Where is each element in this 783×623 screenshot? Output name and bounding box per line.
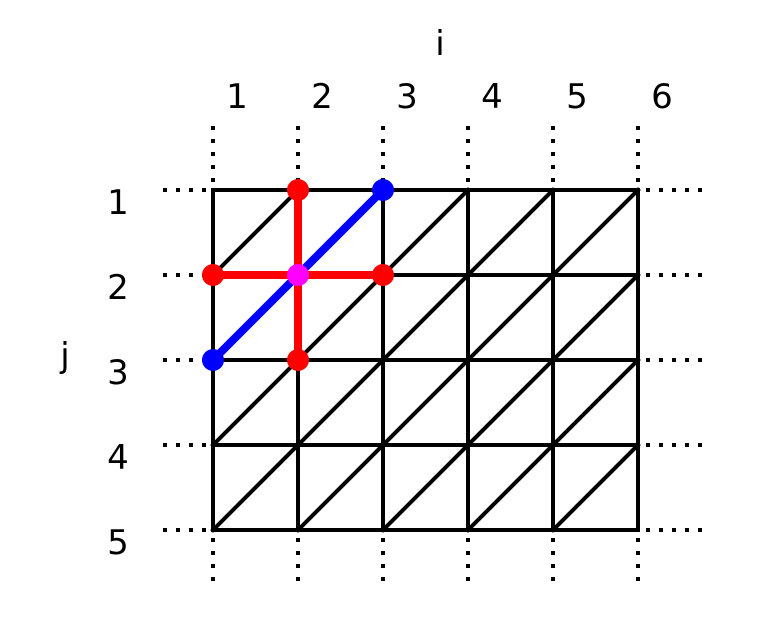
triangular-grid bbox=[210, 187, 641, 533]
stencil-overlay bbox=[202, 179, 394, 371]
j-tick-label: 5 bbox=[107, 523, 129, 563]
center-node bbox=[287, 264, 309, 286]
i-axis-label: i bbox=[435, 24, 444, 64]
grid-diagonal bbox=[550, 442, 641, 533]
i-tick-label: 3 bbox=[396, 77, 418, 117]
i-tick-label: 1 bbox=[226, 77, 248, 117]
grid-diagonal bbox=[380, 442, 471, 533]
i-tick-label: 2 bbox=[311, 77, 333, 117]
i-tick-label: 6 bbox=[651, 77, 673, 117]
red-neighbor-node bbox=[287, 349, 309, 371]
grid-diagonal bbox=[380, 357, 471, 448]
grid-diagonal bbox=[210, 442, 301, 533]
grid-diagonal bbox=[465, 357, 556, 448]
j-tick-label: 2 bbox=[107, 268, 129, 308]
grid-diagonal bbox=[380, 272, 471, 363]
red-neighbor-node bbox=[372, 264, 394, 286]
grid-diagonal bbox=[550, 187, 641, 278]
grid-diagonal bbox=[550, 357, 641, 448]
i-tick-label: 5 bbox=[566, 77, 588, 117]
grid-diagonal bbox=[380, 187, 471, 278]
blue-neighbor-node bbox=[202, 349, 224, 371]
blue-neighbor-node bbox=[372, 179, 394, 201]
red-neighbor-node bbox=[202, 264, 224, 286]
grid-diagonal bbox=[295, 272, 386, 363]
i-tick-label: 4 bbox=[481, 77, 503, 117]
j-tick-label: 4 bbox=[107, 438, 129, 478]
grid-extension-dotted-lines bbox=[163, 126, 705, 584]
grid-diagonal bbox=[210, 357, 301, 448]
grid-diagonal bbox=[210, 187, 301, 278]
grid-diagonal bbox=[465, 187, 556, 278]
red-neighbor-node bbox=[287, 179, 309, 201]
j-tick-labels: 1 2 3 4 5 bbox=[107, 183, 129, 563]
grid-diagonal bbox=[465, 272, 556, 363]
j-tick-label: 3 bbox=[107, 353, 129, 393]
j-tick-label: 1 bbox=[107, 183, 129, 223]
grid-diagonal bbox=[550, 272, 641, 363]
grid-diagonal bbox=[465, 442, 556, 533]
j-axis-label: j bbox=[59, 336, 69, 376]
i-tick-labels: 1 2 3 4 5 6 bbox=[226, 77, 673, 117]
grid-diagonal bbox=[295, 442, 386, 533]
grid-diagonal bbox=[295, 357, 386, 448]
